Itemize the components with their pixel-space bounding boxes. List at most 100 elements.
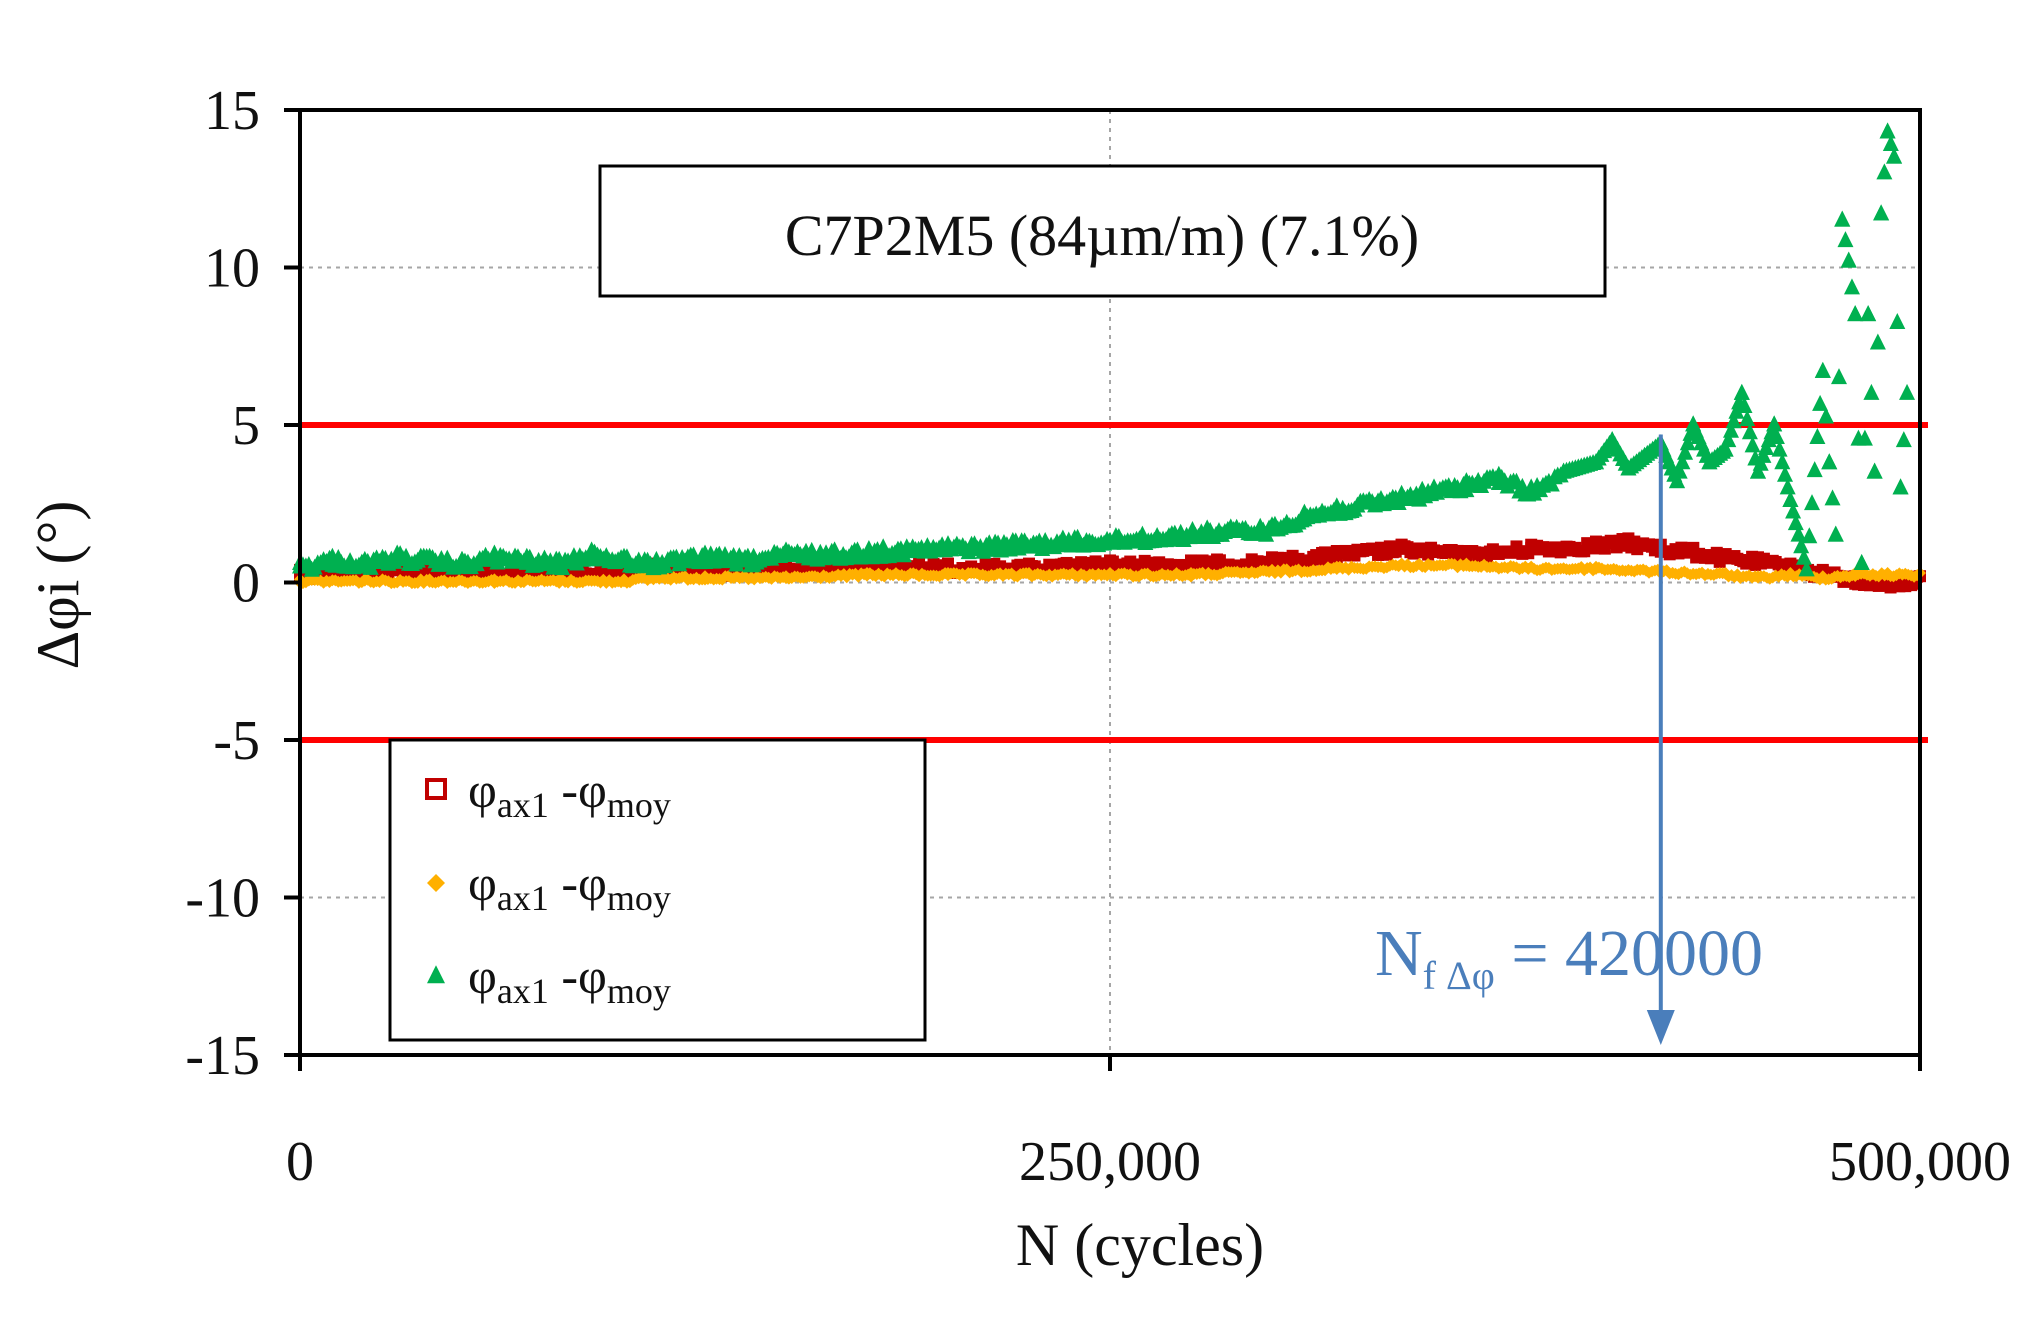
data-point [1774,453,1791,470]
data-point [1490,465,1507,482]
data-point [1671,462,1688,479]
data-point [1843,278,1860,295]
chart-title: C7P2M5 (84µm/m) (7.1%) [785,203,1419,268]
data-point [1840,251,1857,268]
data-point [745,547,762,564]
data-point [648,550,665,567]
data-point [1185,567,1197,580]
data-point [1719,548,1732,561]
data-point [1555,462,1572,479]
data-point [697,544,713,561]
data-point [1790,525,1807,542]
data-point [940,535,956,552]
data-point [1784,557,1797,570]
data-point [1779,478,1796,495]
data-point [1899,383,1916,400]
x-tick-label: 250,000 [1019,1131,1201,1193]
data-point [486,544,503,561]
data-point [454,550,470,567]
data-point [1736,397,1753,414]
y-tick-label: 0 [232,553,260,615]
data-point [1809,428,1826,444]
data-point [1795,548,1812,565]
data-point [1849,567,1862,580]
data-point [1882,135,1899,152]
data-point [324,547,341,564]
data-point [1881,567,1894,580]
data-point [1266,563,1278,576]
data-point [1784,567,1797,580]
data-point [1393,484,1410,501]
legend-label: φax1 -φmoy [468,762,671,825]
y-tick-label: 10 [204,238,260,300]
data-point [1328,497,1345,514]
legend-marker [425,778,447,800]
data-point [1847,305,1864,322]
data-point [1523,478,1540,495]
y-tick-label: -5 [213,710,260,772]
data-point [942,557,954,570]
data-point [1296,503,1313,520]
data-point [618,573,630,586]
data-point [1728,402,1745,419]
data-point [356,550,373,567]
data-point [1677,443,1694,460]
nf-label: Nf Δφ = 420000 [1375,917,1763,998]
data-point [1876,163,1893,180]
data-point [1185,554,1197,567]
data-point [1525,560,1538,573]
data-point [1023,567,1035,580]
data-point [1069,528,1086,545]
data-point [488,573,501,586]
data-point [1889,313,1906,330]
data-point [1361,491,1378,507]
data-point [389,544,406,561]
data-point [1856,429,1873,446]
data-point [1824,489,1841,506]
data-point [1739,410,1756,427]
data-point [553,573,566,586]
data-point [1866,462,1883,479]
data-point [1620,459,1637,476]
series-triangle [292,122,1916,577]
data-point [1460,557,1473,570]
y-tick-label: 15 [204,80,260,142]
data-point [1458,472,1475,489]
data-point [1733,383,1750,400]
legend-entry: φax1 -φmoy [425,762,671,825]
data-point [1669,472,1685,489]
legend-entry: φax1 -φmoy [427,855,671,918]
legend-label: φax1 -φmoy [468,948,671,1011]
data-point [358,573,371,586]
data-point [1622,532,1635,545]
data-point [780,560,792,573]
data-point [1869,333,1886,350]
data-point [826,541,843,558]
data-point [1892,478,1909,495]
data-point [1719,567,1732,580]
data-point [1814,361,1831,378]
data-point [1860,305,1877,322]
data-point [1395,538,1408,551]
data-point [1004,531,1021,548]
data-point [699,570,711,583]
data-point [1604,431,1621,448]
data-point [1426,478,1442,495]
data-point [1837,231,1854,248]
data-point [518,547,535,564]
data-point [1460,545,1473,557]
data-point [1752,570,1764,583]
data-point [1104,554,1116,567]
data-point [1853,554,1870,570]
data-point [1674,453,1691,470]
data-point [1895,431,1912,448]
data-point [942,567,954,580]
data-point [1330,560,1343,573]
data-point [1752,551,1764,564]
data-point [1750,462,1766,479]
data-point [1266,551,1278,564]
data-point [1766,415,1783,432]
data-point [423,573,436,586]
y-tick-label: -15 [185,1025,260,1087]
